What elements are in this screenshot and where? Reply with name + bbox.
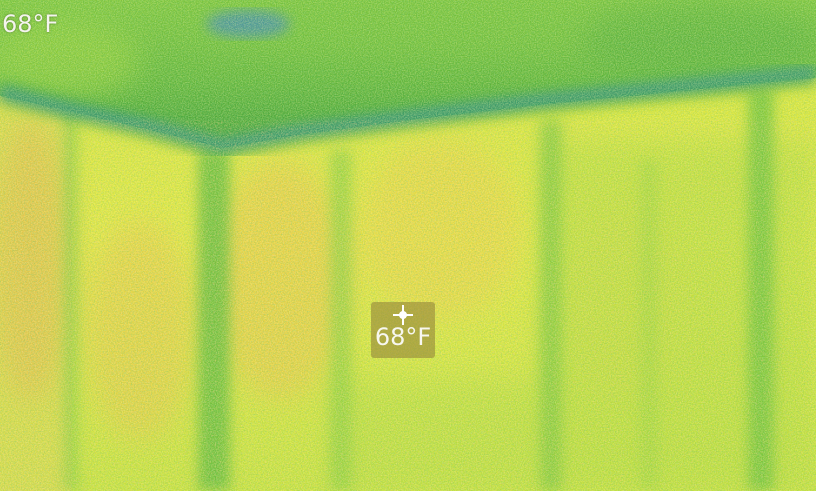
spot-temperature: 68°F <box>374 323 432 351</box>
spot-meter[interactable]: 68°F <box>371 302 435 358</box>
temperature-readout: 68°F <box>2 10 59 38</box>
crosshair-icon <box>393 305 413 325</box>
